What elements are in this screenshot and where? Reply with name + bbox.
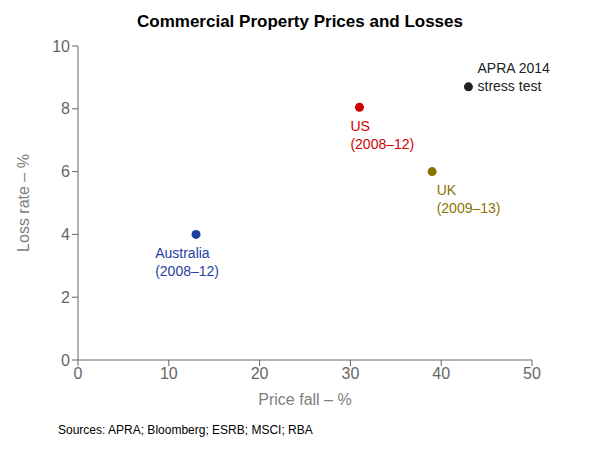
svg-text:6: 6 bbox=[61, 163, 70, 180]
svg-text:40: 40 bbox=[432, 365, 450, 382]
svg-text:0: 0 bbox=[74, 365, 83, 382]
html-text:Sources: APRA; Bloomberg; ESRB: Sources: APRA; Bloomberg; ESRB; MSCI; RB… bbox=[58, 423, 313, 437]
svg-text:Australia(2008–12): Australia(2008–12) bbox=[155, 245, 219, 279]
svg-text:2: 2 bbox=[61, 289, 70, 306]
svg-text:US(2008–12): US(2008–12) bbox=[350, 118, 414, 152]
html-text:Commercial Property Prices and: Commercial Property Prices and Losses bbox=[137, 12, 463, 31]
svg-text:50: 50 bbox=[523, 365, 541, 382]
svg-text:10: 10 bbox=[52, 38, 70, 55]
svg-text:8: 8 bbox=[61, 100, 70, 117]
svg-text:30: 30 bbox=[342, 365, 360, 382]
svg-text:0: 0 bbox=[61, 352, 70, 369]
svg-text:UK(2009–13): UK(2009–13) bbox=[437, 182, 501, 216]
svg-text:4: 4 bbox=[61, 226, 70, 243]
svg-text:Price fall – %: Price fall – % bbox=[258, 391, 351, 408]
svg-text:Loss rate – %: Loss rate – % bbox=[15, 154, 32, 252]
svg-text:20: 20 bbox=[251, 365, 269, 382]
svg-text:10: 10 bbox=[160, 365, 178, 382]
svg-text:APRA 2014stress test: APRA 2014stress test bbox=[478, 60, 551, 94]
